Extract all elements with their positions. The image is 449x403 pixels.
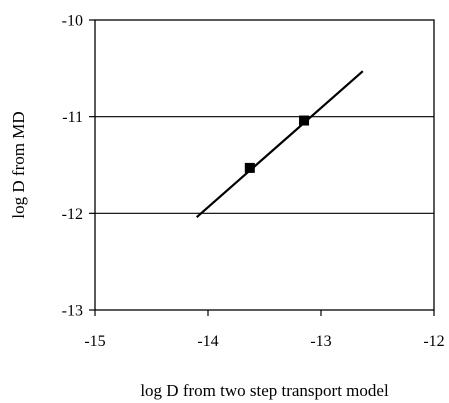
- fit-line: [195, 70, 364, 219]
- plot-frame: [94, 19, 435, 311]
- data-point: [299, 115, 310, 126]
- x-axis-title: log D from two step transport model: [140, 381, 389, 400]
- y-tick-label: -13: [62, 303, 83, 320]
- y-tick-label: -12: [62, 206, 83, 223]
- y-axis-title: log D from MD: [9, 111, 28, 218]
- x-tick-label: -14: [197, 333, 218, 350]
- data-point: [244, 162, 255, 173]
- y-tick-label: -10: [62, 13, 83, 30]
- x-tick-label: -12: [423, 333, 444, 350]
- x-tick-label: -13: [310, 333, 331, 350]
- y-tick-label: -11: [62, 109, 83, 126]
- x-tick-label: -15: [84, 333, 105, 350]
